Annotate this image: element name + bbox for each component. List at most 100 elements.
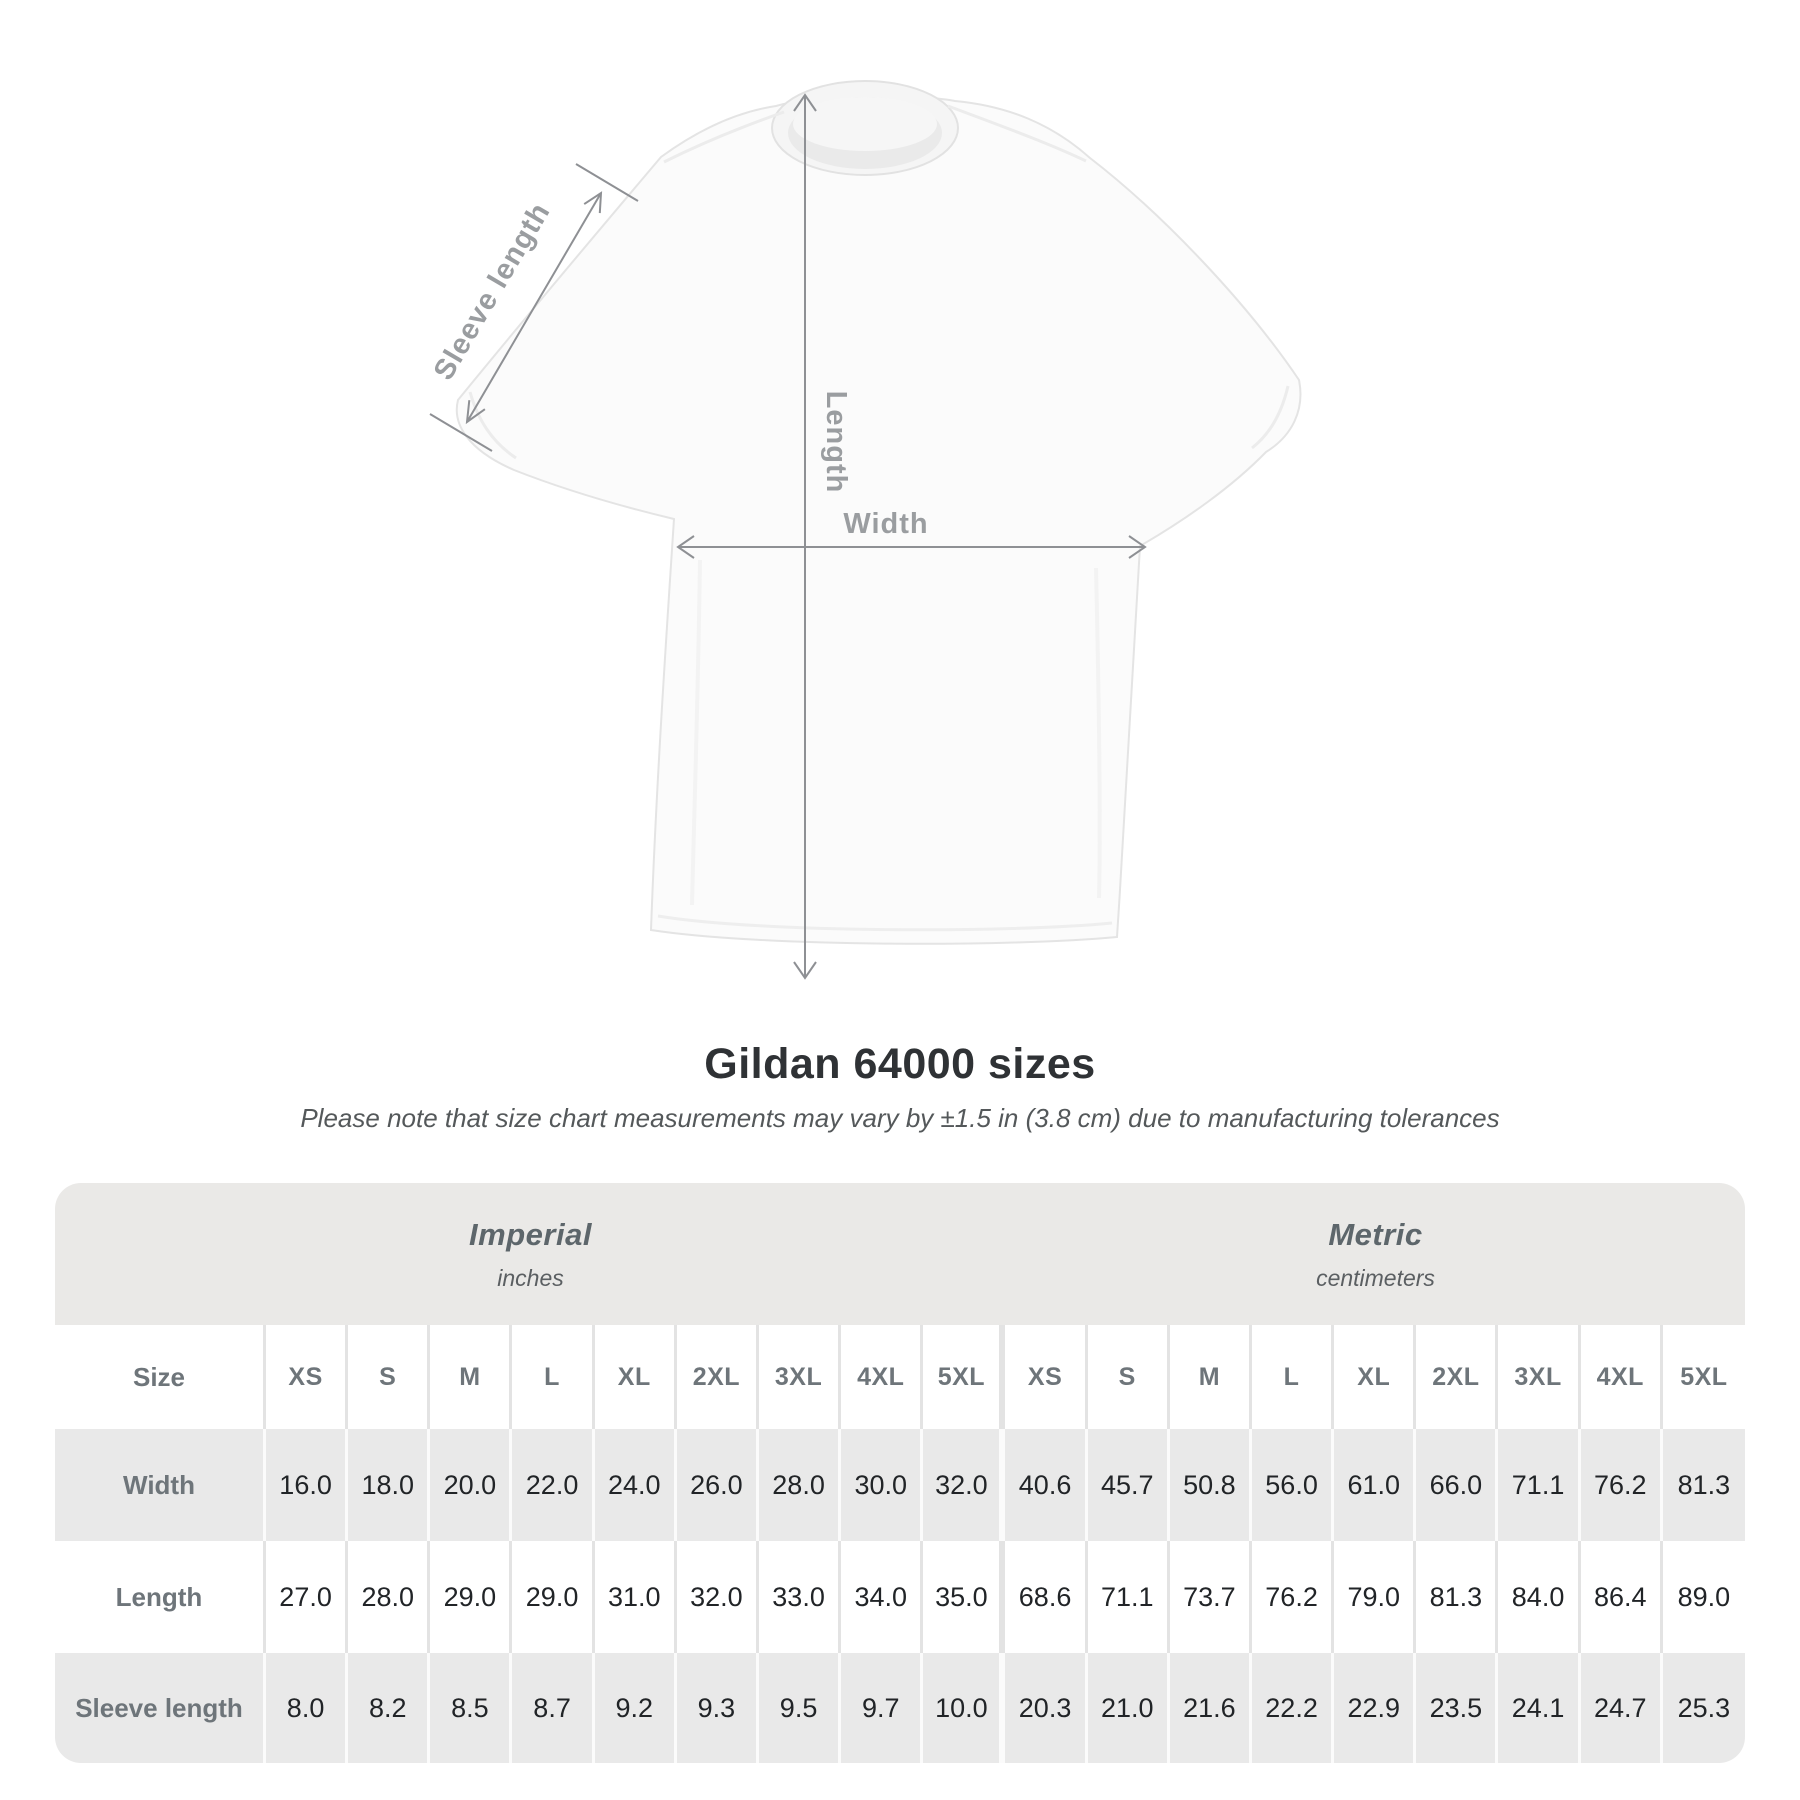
size-header-metric-xl: XL bbox=[1334, 1325, 1417, 1429]
value-metric: 76.2 bbox=[1252, 1541, 1335, 1653]
value-metric: 66.0 bbox=[1416, 1429, 1499, 1541]
length-arrow bbox=[793, 93, 817, 980]
size-header-imperial-xs: XS bbox=[266, 1325, 349, 1429]
value-metric: 21.0 bbox=[1088, 1653, 1170, 1763]
value-imperial: 35.0 bbox=[923, 1541, 1006, 1653]
metric-subtitle: centimeters bbox=[1316, 1264, 1435, 1291]
table-row: Length 27.0 28.0 29.0 29.0 31.0 32.0 33.0 34.0 35… bbox=[55, 1541, 1745, 1653]
value-metric: 81.3 bbox=[1677, 1469, 1731, 1500]
value-metric: 25.3 bbox=[1677, 1692, 1731, 1723]
value-metric: 40.6 bbox=[1005, 1429, 1088, 1541]
value-imperial: 33.0 bbox=[759, 1541, 842, 1653]
tshirt-measurement-diagram: Sleeve length Length Width bbox=[428, 80, 1302, 980]
value-metric: 24.1 bbox=[1498, 1653, 1581, 1763]
value-metric: 76.2 bbox=[1581, 1429, 1663, 1541]
metric-title: Metric bbox=[1328, 1216, 1423, 1252]
value-imperial: 9.7 bbox=[841, 1653, 924, 1763]
value-metric: 24.7 bbox=[1581, 1653, 1663, 1763]
size-header-metric-5xl: 5XL bbox=[1680, 1362, 1728, 1391]
value-imperial: 8.0 bbox=[266, 1653, 349, 1763]
value-metric: 84.0 bbox=[1498, 1541, 1581, 1653]
row-label: Width bbox=[55, 1429, 266, 1541]
size-header-imperial-5xl: 5XL bbox=[923, 1325, 1006, 1429]
value-metric: 68.6 bbox=[1005, 1541, 1088, 1653]
value-imperial: 18.0 bbox=[348, 1429, 431, 1541]
value-imperial: 27.0 bbox=[266, 1541, 349, 1653]
value-metric: 81.3 bbox=[1416, 1541, 1499, 1653]
value-imperial: 32.0 bbox=[677, 1541, 759, 1653]
value-metric: 50.8 bbox=[1170, 1429, 1252, 1541]
table-row: Width 16.0 18.0 20.0 22.0 24.0 26.0 28.0 30.0 32.… bbox=[55, 1429, 1745, 1541]
title-block: Gildan 64000 sizes Please note that size… bbox=[0, 1040, 1800, 1134]
value-metric: 79.0 bbox=[1334, 1541, 1417, 1653]
size-header-imperial-4xl: 4XL bbox=[841, 1325, 924, 1429]
value-imperial: 9.2 bbox=[595, 1653, 677, 1763]
value-metric: 23.5 bbox=[1416, 1653, 1499, 1763]
value-imperial: 28.0 bbox=[348, 1541, 431, 1653]
value-metric: 45.7 bbox=[1088, 1429, 1170, 1541]
imperial-header: Imperial inches bbox=[55, 1183, 1006, 1325]
table-row: Sleeve length 8.0 8.2 8.5 8.7 9.2 9.3 9.5 9.7 10.… bbox=[55, 1653, 1745, 1763]
sleeve-length-arrow bbox=[429, 163, 639, 452]
value-metric: 86.4 bbox=[1581, 1541, 1663, 1653]
size-header-metric-s: S bbox=[1088, 1325, 1170, 1429]
value-metric: 71.1 bbox=[1498, 1429, 1581, 1541]
value-imperial: 32.0 bbox=[923, 1429, 1006, 1541]
value-imperial: 29.0 bbox=[512, 1541, 595, 1653]
value-imperial: 8.7 bbox=[512, 1653, 595, 1763]
value-imperial: 28.0 bbox=[759, 1429, 842, 1541]
value-imperial: 24.0 bbox=[595, 1429, 677, 1541]
value-metric: 71.1 bbox=[1088, 1541, 1170, 1653]
size-header-row: Size XS S M L XL 2XL 3XL 4XL 5XL XS S M L XL 2XL 3XL 4XL 5… bbox=[55, 1325, 1745, 1429]
value-metric: 21.6 bbox=[1170, 1653, 1252, 1763]
size-header-metric-l: L bbox=[1252, 1325, 1335, 1429]
value-imperial: 9.5 bbox=[759, 1653, 842, 1763]
imperial-title: Imperial bbox=[469, 1216, 592, 1252]
value-imperial: 26.0 bbox=[677, 1429, 759, 1541]
value-imperial: 8.2 bbox=[348, 1653, 431, 1763]
value-imperial: 9.3 bbox=[677, 1653, 759, 1763]
value-imperial: 34.0 bbox=[841, 1541, 924, 1653]
size-header-imperial-2xl: 2XL bbox=[677, 1325, 759, 1429]
metric-header: Metric centimeters bbox=[1006, 1183, 1745, 1325]
page-subtitle: Please note that size chart measurements… bbox=[300, 1103, 1500, 1133]
imperial-subtitle: inches bbox=[497, 1264, 564, 1291]
size-header-metric-4xl: 4XL bbox=[1581, 1325, 1663, 1429]
size-table: Imperial inches Metric centimeters Size X… bbox=[55, 1183, 1745, 1763]
size-header-metric-3xl: 3XL bbox=[1498, 1325, 1581, 1429]
size-header-metric-2xl: 2XL bbox=[1416, 1325, 1499, 1429]
page-title: Gildan 64000 sizes bbox=[704, 1040, 1096, 1088]
value-imperial: 20.0 bbox=[430, 1429, 513, 1541]
value-imperial: 29.0 bbox=[430, 1541, 513, 1653]
size-header-imperial-s: S bbox=[348, 1325, 431, 1429]
value-imperial: 22.0 bbox=[512, 1429, 595, 1541]
value-imperial: 10.0 bbox=[923, 1653, 1006, 1763]
length-label: Length bbox=[820, 391, 852, 494]
size-header-imperial-m: M bbox=[430, 1325, 513, 1429]
tshirt-image bbox=[455, 80, 1302, 945]
size-header-metric-m: M bbox=[1170, 1325, 1252, 1429]
size-header-imperial-l: L bbox=[512, 1325, 595, 1429]
value-metric: 20.3 bbox=[1005, 1653, 1088, 1763]
size-header-imperial-3xl: 3XL bbox=[759, 1325, 842, 1429]
table-body: Size XS S M L XL 2XL 3XL 4XL 5XL XS S M L XL 2XL 3XL 4XL 5… bbox=[55, 1325, 1745, 1763]
units-header: Imperial inches Metric centimeters bbox=[55, 1183, 1745, 1325]
size-header-metric-xs: XS bbox=[1005, 1325, 1088, 1429]
width-label: Width bbox=[843, 508, 928, 540]
value-metric: 22.2 bbox=[1252, 1653, 1335, 1763]
value-imperial: 30.0 bbox=[841, 1429, 924, 1541]
size-header-imperial-xl: XL bbox=[595, 1325, 677, 1429]
value-metric: 56.0 bbox=[1252, 1429, 1335, 1541]
size-column-header: Size bbox=[55, 1325, 266, 1429]
value-imperial: 16.0 bbox=[266, 1429, 349, 1541]
value-metric: 22.9 bbox=[1334, 1653, 1417, 1763]
width-arrow bbox=[676, 535, 1147, 559]
row-label: Length bbox=[55, 1541, 266, 1653]
value-imperial: 31.0 bbox=[595, 1541, 677, 1653]
value-metric: 61.0 bbox=[1334, 1429, 1417, 1541]
value-metric: 73.7 bbox=[1170, 1541, 1252, 1653]
row-label: Sleeve length bbox=[55, 1653, 266, 1763]
value-metric: 89.0 bbox=[1677, 1581, 1731, 1612]
value-imperial: 8.5 bbox=[430, 1653, 513, 1763]
